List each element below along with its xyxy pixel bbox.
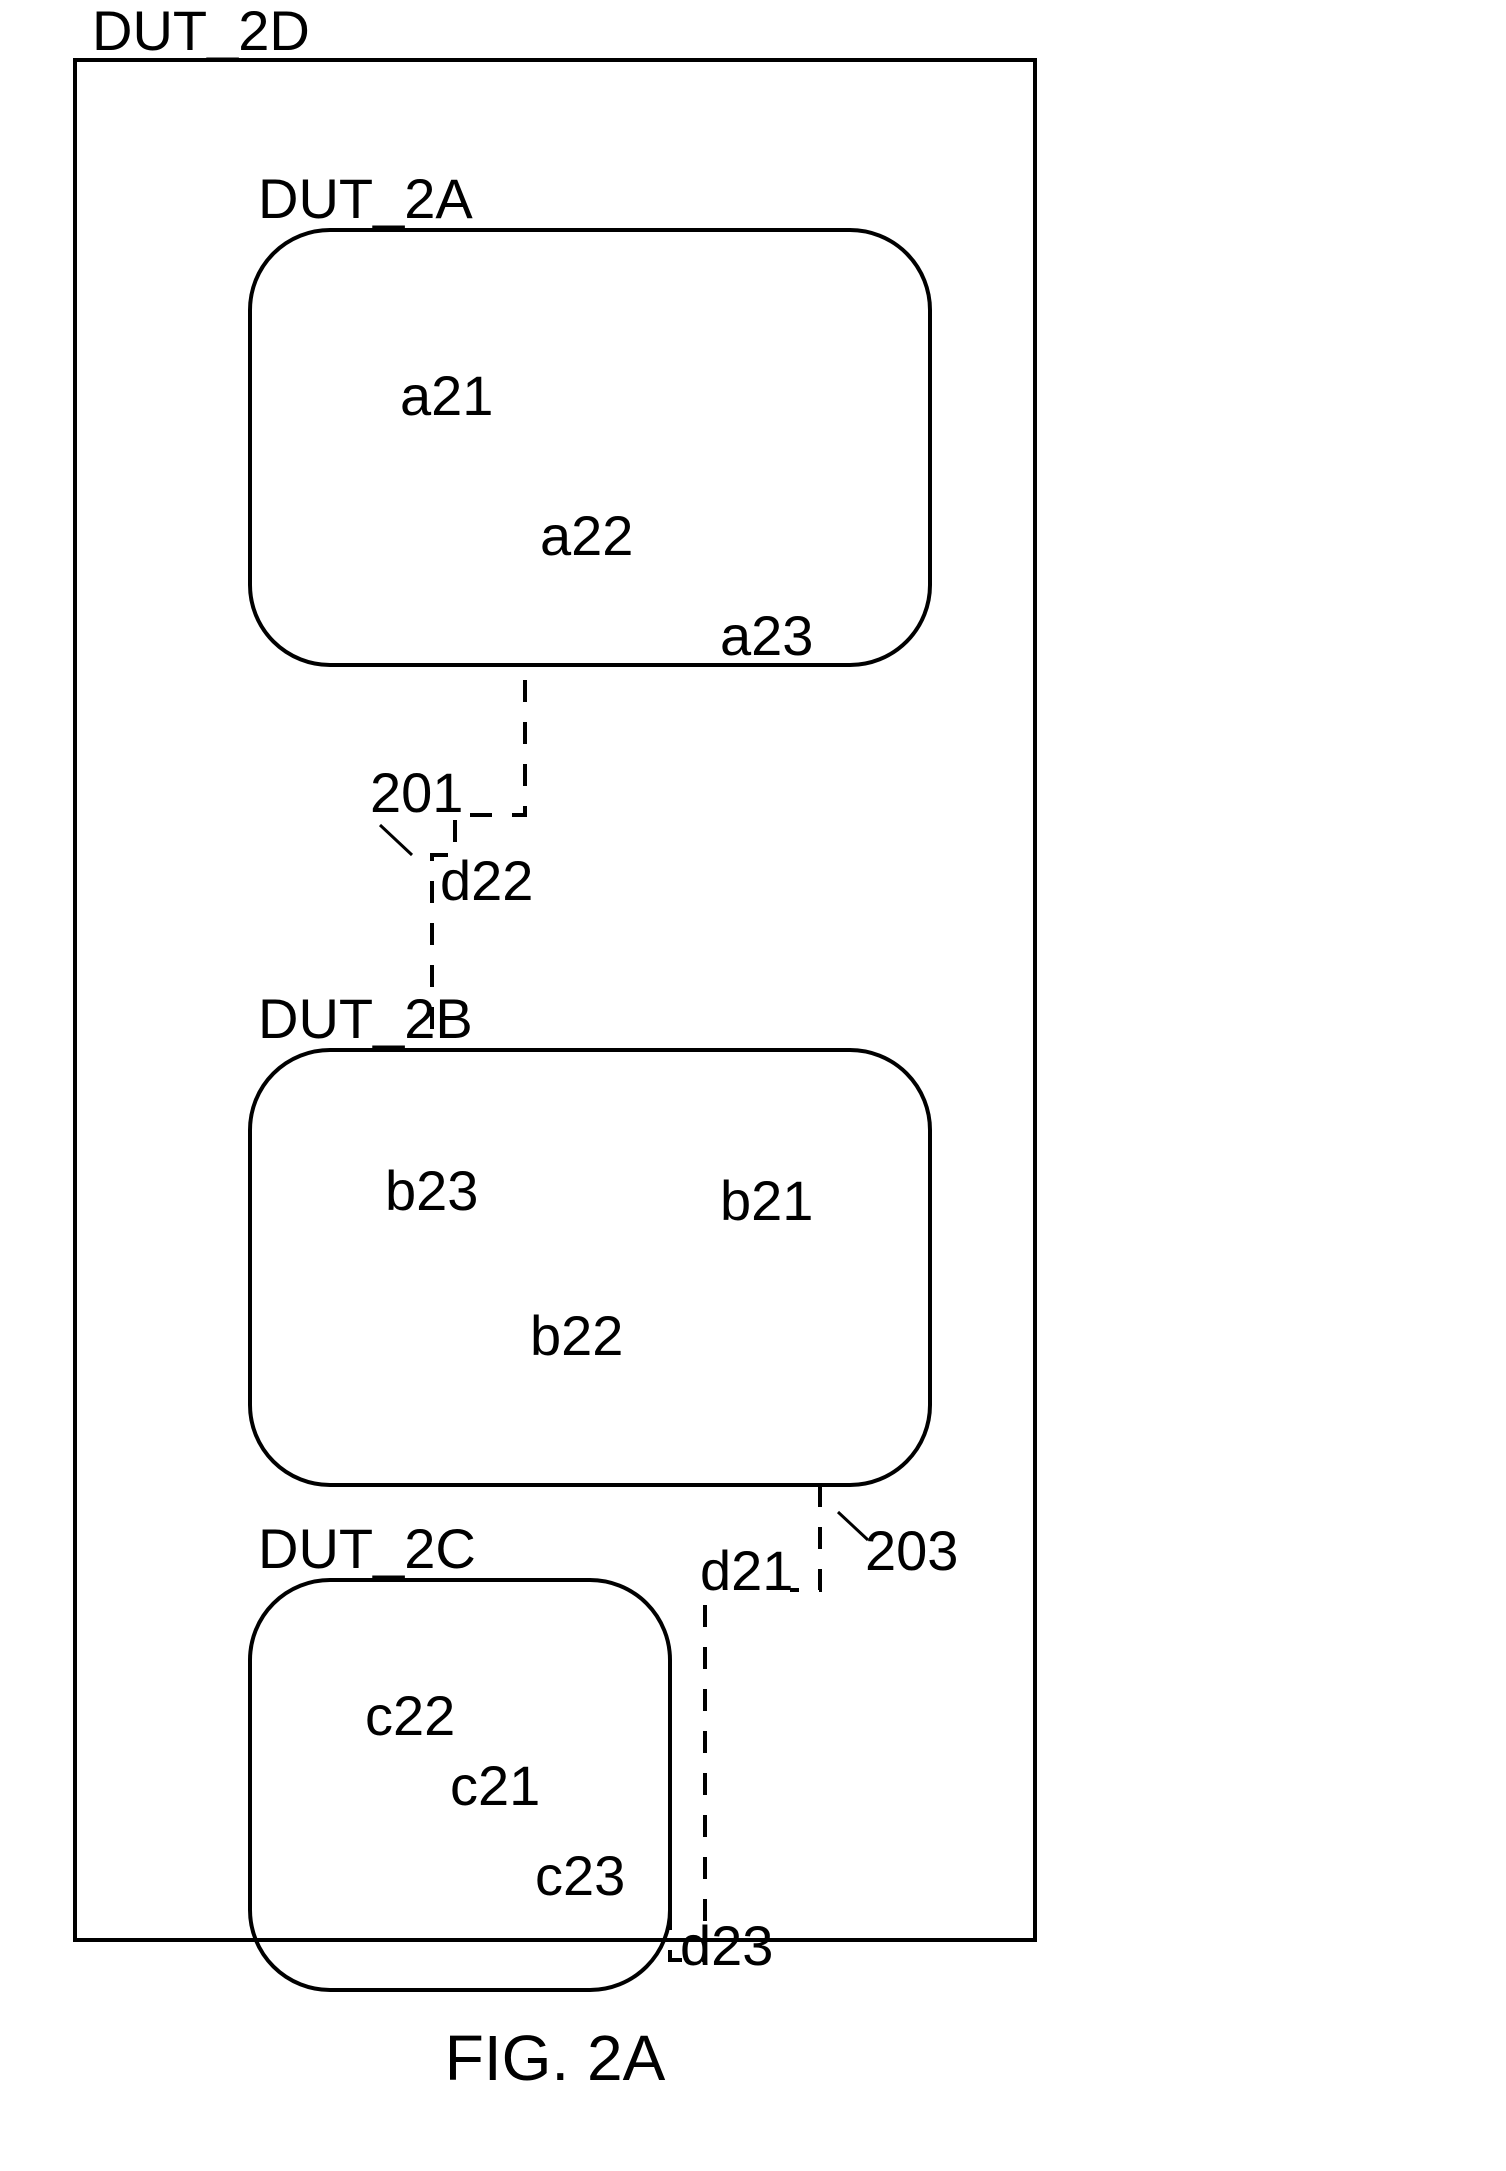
diagram-svg: DUT_2D DUT_2A a21 a22 a23 DUT_2B b23 b22 b21 DUT_…: [0, 0, 1506, 2171]
edge-203: [790, 1485, 820, 1590]
outer-box: [75, 60, 1035, 1940]
edge-d21-c: [670, 1605, 705, 1960]
diagram-stage: DUT_2D DUT_2A a21 a22 a23 DUT_2B b23 b22 b21 DUT_…: [0, 0, 1506, 2171]
block-A-label: DUT_2A: [258, 167, 473, 230]
item-c21: c21: [450, 1754, 540, 1817]
item-c22: c22: [365, 1684, 455, 1747]
item-b21: b21: [720, 1169, 813, 1232]
block-A: [250, 230, 930, 665]
item-a22: a22: [540, 504, 633, 567]
item-b22: b22: [530, 1304, 623, 1367]
item-b23: b23: [385, 1159, 478, 1222]
label-d23: d23: [680, 1914, 773, 1977]
label-n203: 203: [865, 1519, 958, 1582]
block-C-label: DUT_2C: [258, 1517, 476, 1580]
outer-box-label: DUT_2D: [92, 0, 310, 62]
block-B-label: DUT_2B: [258, 987, 473, 1050]
block-B: [250, 1050, 930, 1485]
item-a21: a21: [400, 364, 493, 427]
leader-n203: [838, 1512, 868, 1540]
label-d21: d21: [700, 1539, 793, 1602]
figure-caption: FIG. 2A: [445, 2022, 666, 2094]
item-a23: a23: [720, 604, 813, 667]
leader-n201: [380, 825, 412, 855]
label-n201: 201: [370, 761, 463, 824]
label-d22: d22: [440, 849, 533, 912]
item-c23: c23: [535, 1844, 625, 1907]
